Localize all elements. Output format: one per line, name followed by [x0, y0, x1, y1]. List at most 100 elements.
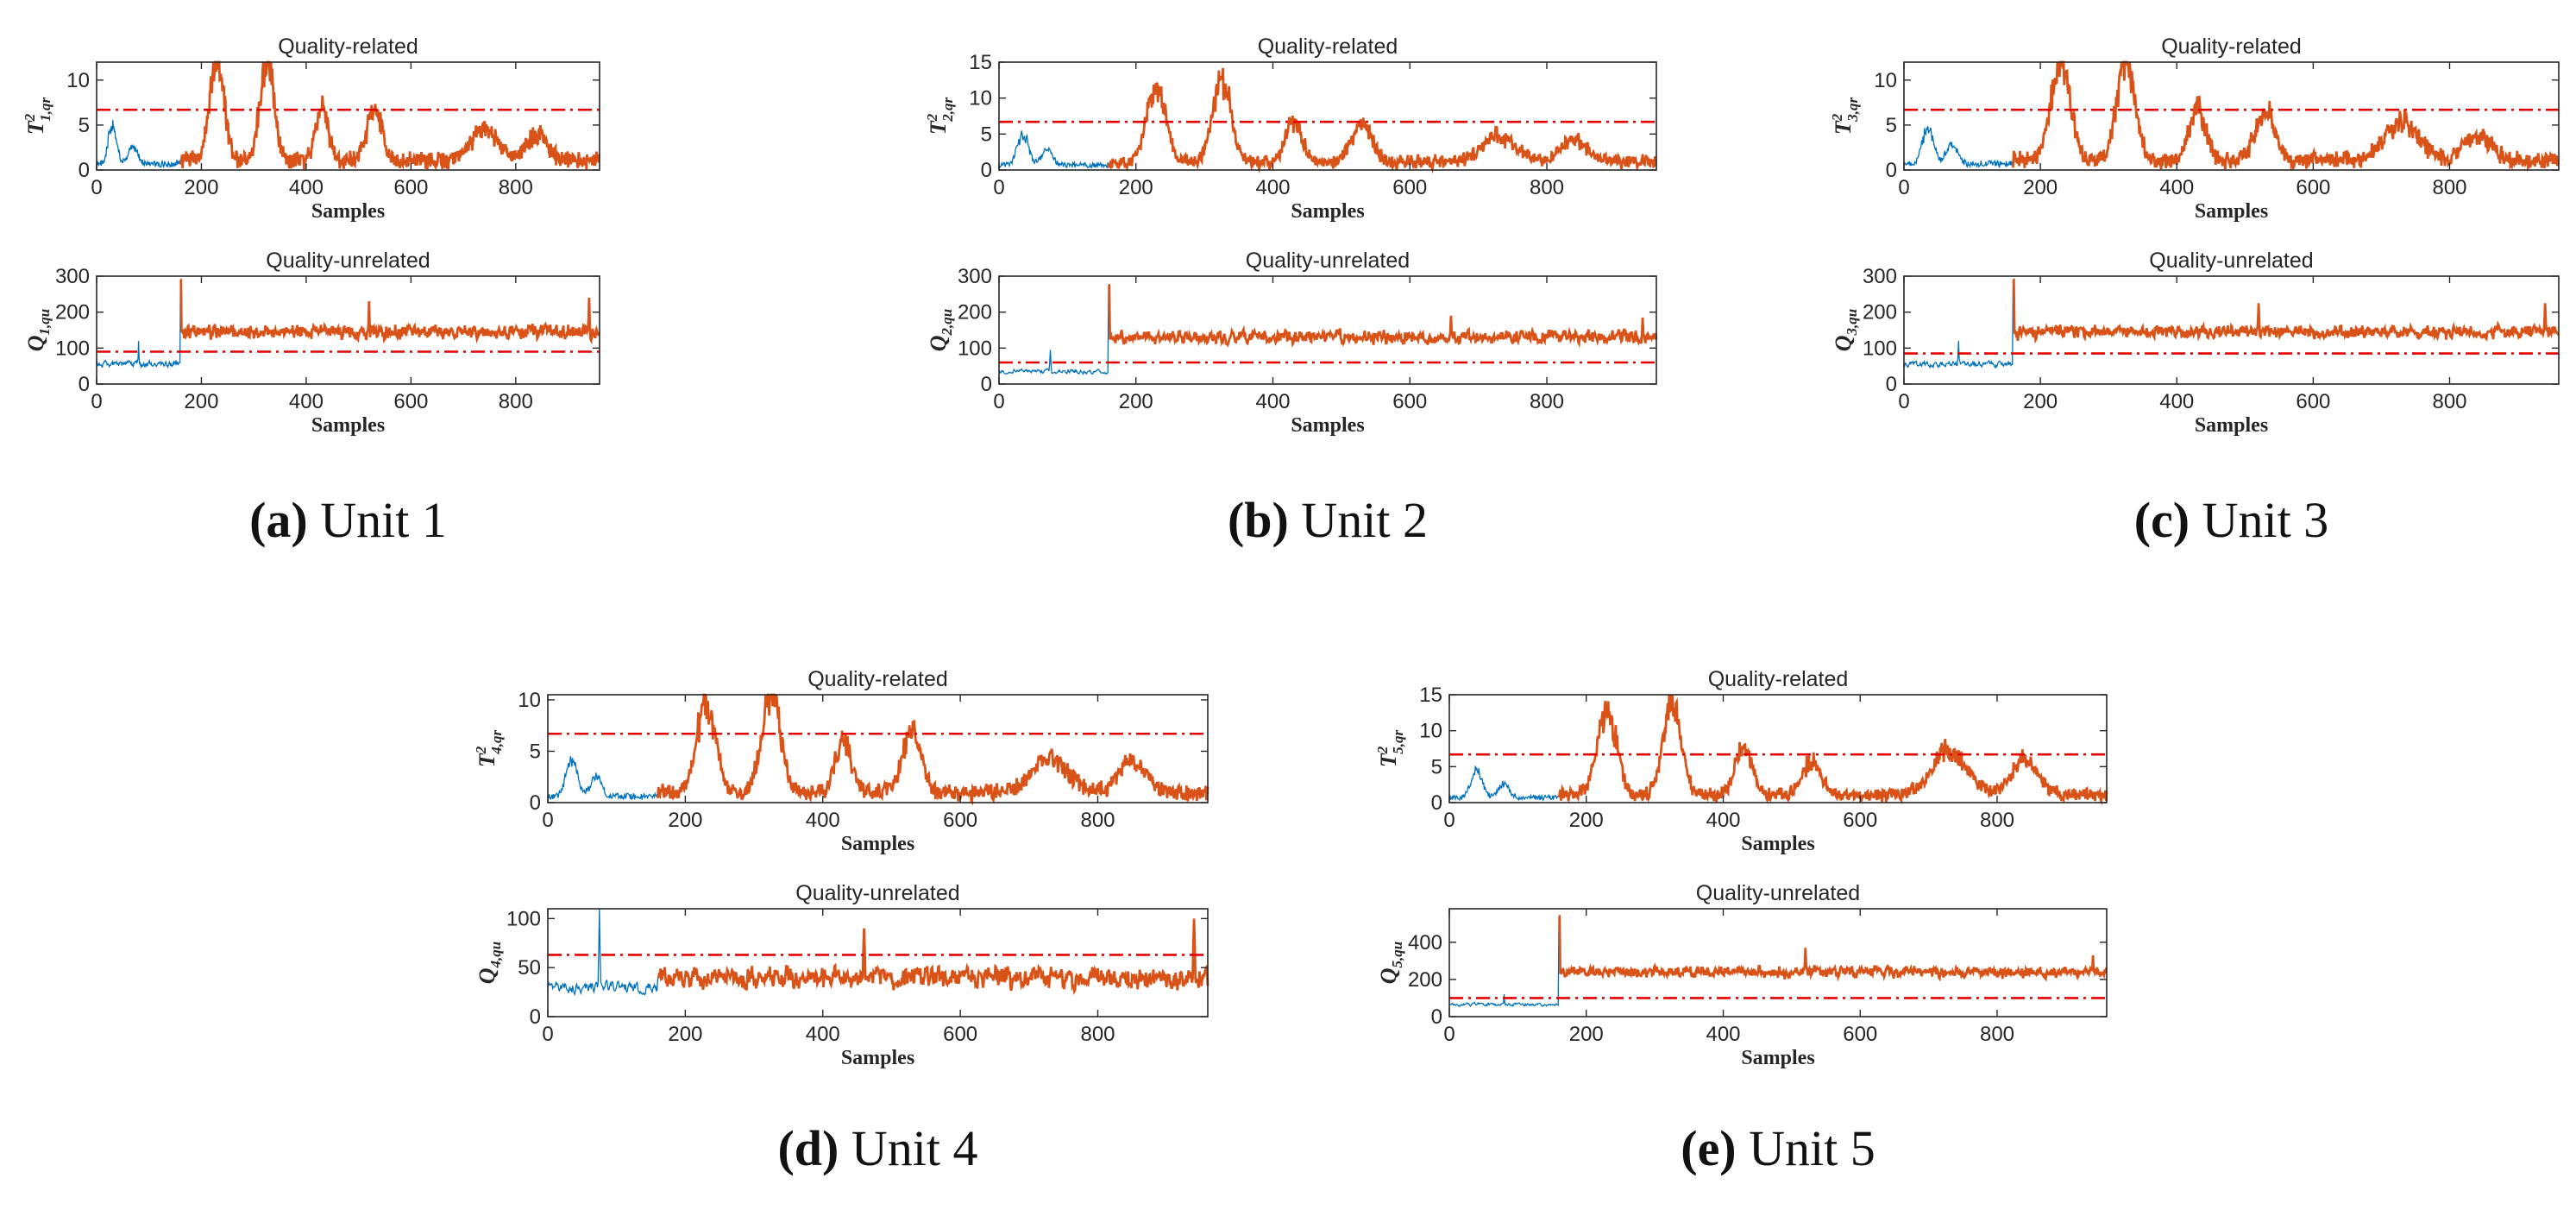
x-tick-label: 800	[1530, 176, 1564, 199]
fault-series-line	[1108, 284, 1658, 349]
y-tick-label: 50	[518, 956, 541, 980]
x-tick-label: 400	[1706, 809, 1740, 832]
x-axis-label: Samples	[1291, 200, 1364, 223]
y-tick-label: 5	[530, 740, 541, 763]
panel-title: Quality-unrelated	[795, 881, 959, 905]
y-axis-label: T25,qr	[1374, 729, 1406, 767]
normal-series-line	[96, 120, 181, 169]
y-tick-label: 0	[530, 1005, 541, 1029]
x-tick-label: 0	[1443, 809, 1454, 832]
y-axis-label: T24,qr	[473, 729, 505, 767]
panel-title: Quality-related	[2161, 35, 2302, 59]
caption-unit-4: (d) Unit 4	[777, 1120, 977, 1176]
panel-title: Quality-related	[807, 667, 948, 691]
x-tick-label: 600	[2296, 176, 2330, 199]
fault-series-line	[2012, 60, 2560, 173]
x-tick-label: 0	[542, 809, 553, 832]
y-tick-label: 0	[1886, 159, 1897, 182]
y-tick-label: 200	[55, 301, 90, 324]
y-axis-label: T22,qr	[924, 97, 956, 135]
x-axis-label: Samples	[311, 200, 385, 223]
x-tick-label: 200	[1569, 809, 1604, 832]
x-tick-label: 800	[1530, 390, 1564, 413]
y-tick-label: 15	[1419, 684, 1442, 707]
y-tick-label: 10	[66, 69, 90, 92]
y-tick-label: 0	[1431, 1005, 1442, 1029]
normal-series-line	[547, 908, 659, 997]
panel-1-bottom: Quality-unrelated 0 200 400 600 800 0 100 200 300…	[926, 249, 1658, 437]
y-tick-label: 300	[55, 265, 90, 288]
x-tick-label: 400	[2159, 390, 2194, 413]
x-tick-label: 400	[806, 809, 840, 832]
y-tick-label: 15	[969, 51, 992, 74]
y-tick-label: 300	[1863, 265, 1897, 288]
fault-series-line	[179, 60, 600, 172]
axes-box	[547, 908, 1209, 1018]
x-axis-label: Samples	[1291, 414, 1364, 437]
x-tick-label: 600	[1392, 390, 1427, 413]
panel-3-top: Quality-related 0 200 400 600 800 0 5 10 Samples T…	[473, 667, 1209, 855]
x-tick-label: 800	[1980, 1023, 2014, 1046]
y-tick-label: 0	[981, 159, 992, 182]
x-tick-label: 0	[1443, 1023, 1454, 1046]
x-tick-label: 200	[2023, 176, 2058, 199]
x-tick-label: 600	[393, 176, 428, 199]
x-tick-label: 0	[993, 390, 1004, 413]
x-axis-label: Samples	[841, 1047, 914, 1069]
axes-box	[1448, 694, 2108, 803]
axes-box	[96, 61, 600, 171]
y-axis-label: T23,qr	[1829, 97, 1861, 135]
x-tick-label: 0	[542, 1023, 553, 1046]
x-tick-label: 0	[1898, 390, 1909, 413]
panel-0-bottom: Quality-unrelated 0 200 400 600 800 0 100 200 300…	[23, 249, 601, 437]
x-tick-label: 400	[2159, 176, 2194, 199]
panel-title: Quality-unrelated	[2149, 249, 2313, 273]
y-tick-label: 5	[1886, 114, 1897, 137]
x-tick-label: 600	[2296, 390, 2330, 413]
x-tick-label: 200	[1119, 390, 1153, 413]
panel-3-bottom: Quality-unrelated 0 200 400 600 800 0 50 100 Samp…	[474, 881, 1209, 1069]
y-tick-label: 0	[530, 791, 541, 815]
y-tick-label: 10	[1874, 69, 1897, 92]
y-tick-label: 200	[958, 301, 992, 324]
fault-series-line	[1558, 915, 2108, 982]
y-axis-label: T21,qr	[22, 97, 53, 135]
x-tick-label: 600	[1392, 176, 1427, 199]
y-tick-label: 300	[958, 265, 992, 288]
y-tick-label: 0	[79, 159, 90, 182]
x-axis-label: Samples	[841, 833, 914, 855]
y-tick-label: 100	[506, 907, 541, 930]
x-tick-label: 400	[1255, 390, 1290, 413]
fault-series-line	[179, 278, 601, 345]
fault-series-line	[1557, 694, 2108, 806]
axes-box	[1903, 275, 2560, 385]
x-tick-label: 200	[668, 1023, 702, 1046]
x-tick-label: 600	[1843, 809, 1877, 832]
y-tick-label: 10	[1419, 720, 1442, 743]
normal-series-line	[96, 280, 181, 369]
x-tick-label: 800	[1080, 1023, 1115, 1046]
x-axis-label: Samples	[311, 414, 385, 437]
y-tick-label: 0	[1431, 791, 1442, 815]
axes-box	[547, 694, 1209, 803]
y-tick-label: 5	[79, 114, 90, 137]
axes-box	[998, 61, 1657, 171]
caption-unit-1: (a) Unit 1	[249, 492, 447, 548]
x-tick-label: 800	[499, 176, 533, 199]
panel-4-top: Quality-related 0 200 400 600 800 0 5 10 15 Sample…	[1374, 667, 2108, 855]
x-tick-label: 400	[289, 176, 324, 199]
caption-unit-2: (b) Unit 2	[1228, 492, 1428, 548]
panel-2-top: Quality-related 0 200 400 600 800 0 5 10 Samples T…	[1829, 35, 2560, 223]
y-tick-label: 100	[958, 337, 992, 360]
fault-series-line	[1107, 67, 1657, 174]
fault-series-line	[657, 693, 1209, 806]
y-tick-label: 200	[1863, 301, 1897, 324]
normal-series-line	[1448, 916, 1560, 1008]
axes-box	[998, 275, 1657, 385]
x-tick-label: 200	[2023, 390, 2058, 413]
x-tick-label: 600	[393, 390, 428, 413]
normal-series-line	[998, 285, 1109, 375]
x-tick-label: 400	[289, 390, 324, 413]
y-tick-label: 400	[1408, 931, 1442, 955]
y-tick-label: 10	[518, 689, 541, 712]
